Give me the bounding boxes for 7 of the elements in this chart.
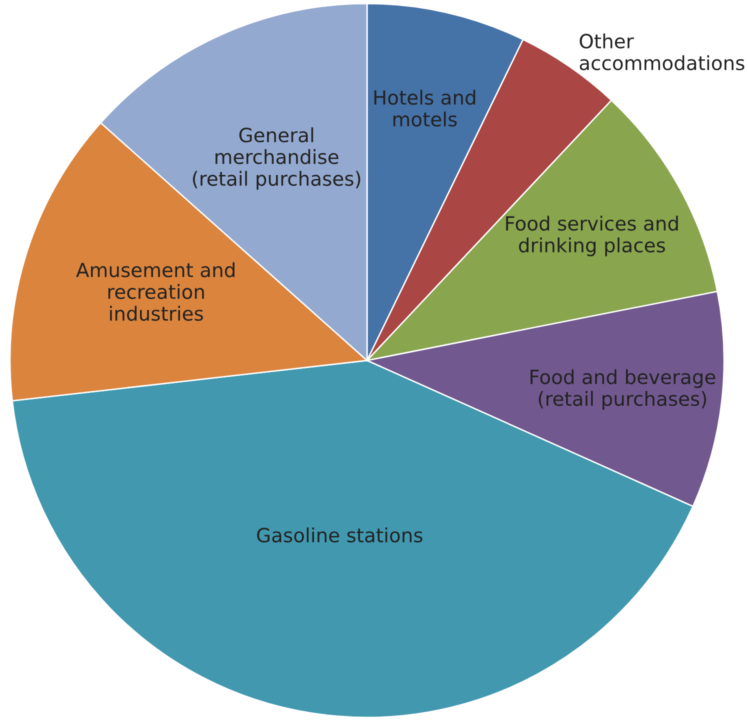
slice-label: Amusement and recreation industries	[76, 262, 234, 321]
slice-label: General merchandise (retail purchases)	[192, 127, 360, 190]
slice-label: Other accommodations	[580, 33, 744, 70]
slice-label: Gasoline stations	[257, 527, 422, 542]
slice-label: Food and beverage (retail purchases)	[530, 369, 716, 410]
slice-label: Food services and drinking places	[506, 216, 678, 256]
slice-label: Hotels and motels	[374, 90, 476, 127]
